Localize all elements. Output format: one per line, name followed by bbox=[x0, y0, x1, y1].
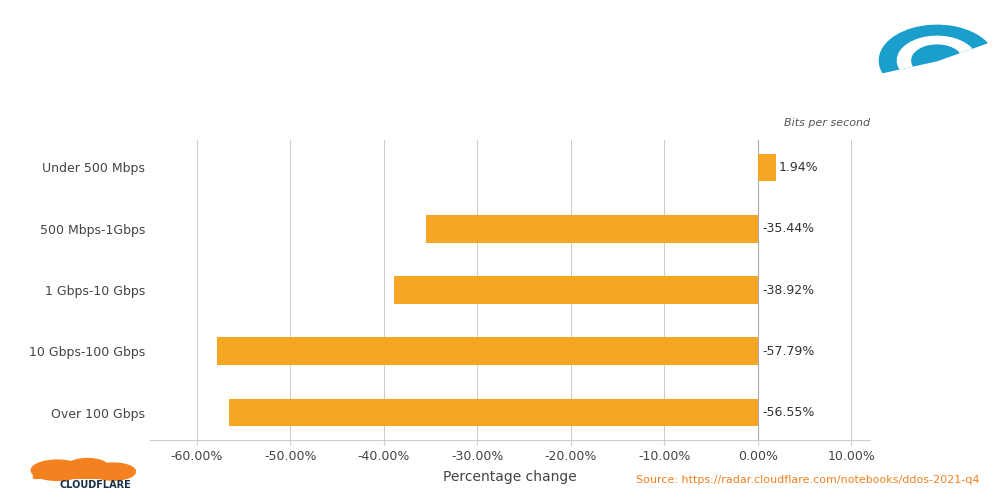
Text: CLOUDFLARE: CLOUDFLARE bbox=[59, 480, 131, 490]
Bar bbox=[217, 338, 758, 365]
Bar bbox=[229, 399, 758, 426]
Bar bbox=[758, 154, 776, 181]
FancyBboxPatch shape bbox=[34, 468, 123, 478]
Text: -38.92%: -38.92% bbox=[762, 284, 815, 296]
Wedge shape bbox=[879, 26, 987, 72]
X-axis label: Percentage change: Percentage change bbox=[443, 470, 577, 484]
Bar bbox=[394, 276, 758, 304]
Bar bbox=[426, 215, 758, 242]
Text: Source: https://radar.cloudflare.com/notebooks/ddos-2021-q4: Source: https://radar.cloudflare.com/not… bbox=[637, 475, 980, 485]
Wedge shape bbox=[897, 36, 971, 69]
Text: -35.44%: -35.44% bbox=[762, 222, 815, 235]
Wedge shape bbox=[912, 45, 959, 66]
Text: Bits per second: Bits per second bbox=[784, 118, 870, 128]
Text: -57.79%: -57.79% bbox=[762, 345, 815, 358]
Text: Bit rate - QoQ change: Bit rate - QoQ change bbox=[30, 46, 401, 75]
Text: 1.94%: 1.94% bbox=[779, 161, 818, 174]
Ellipse shape bbox=[66, 458, 108, 475]
Ellipse shape bbox=[31, 460, 84, 480]
Circle shape bbox=[869, 18, 1000, 102]
Text: -56.55%: -56.55% bbox=[762, 406, 815, 419]
Ellipse shape bbox=[90, 463, 135, 480]
